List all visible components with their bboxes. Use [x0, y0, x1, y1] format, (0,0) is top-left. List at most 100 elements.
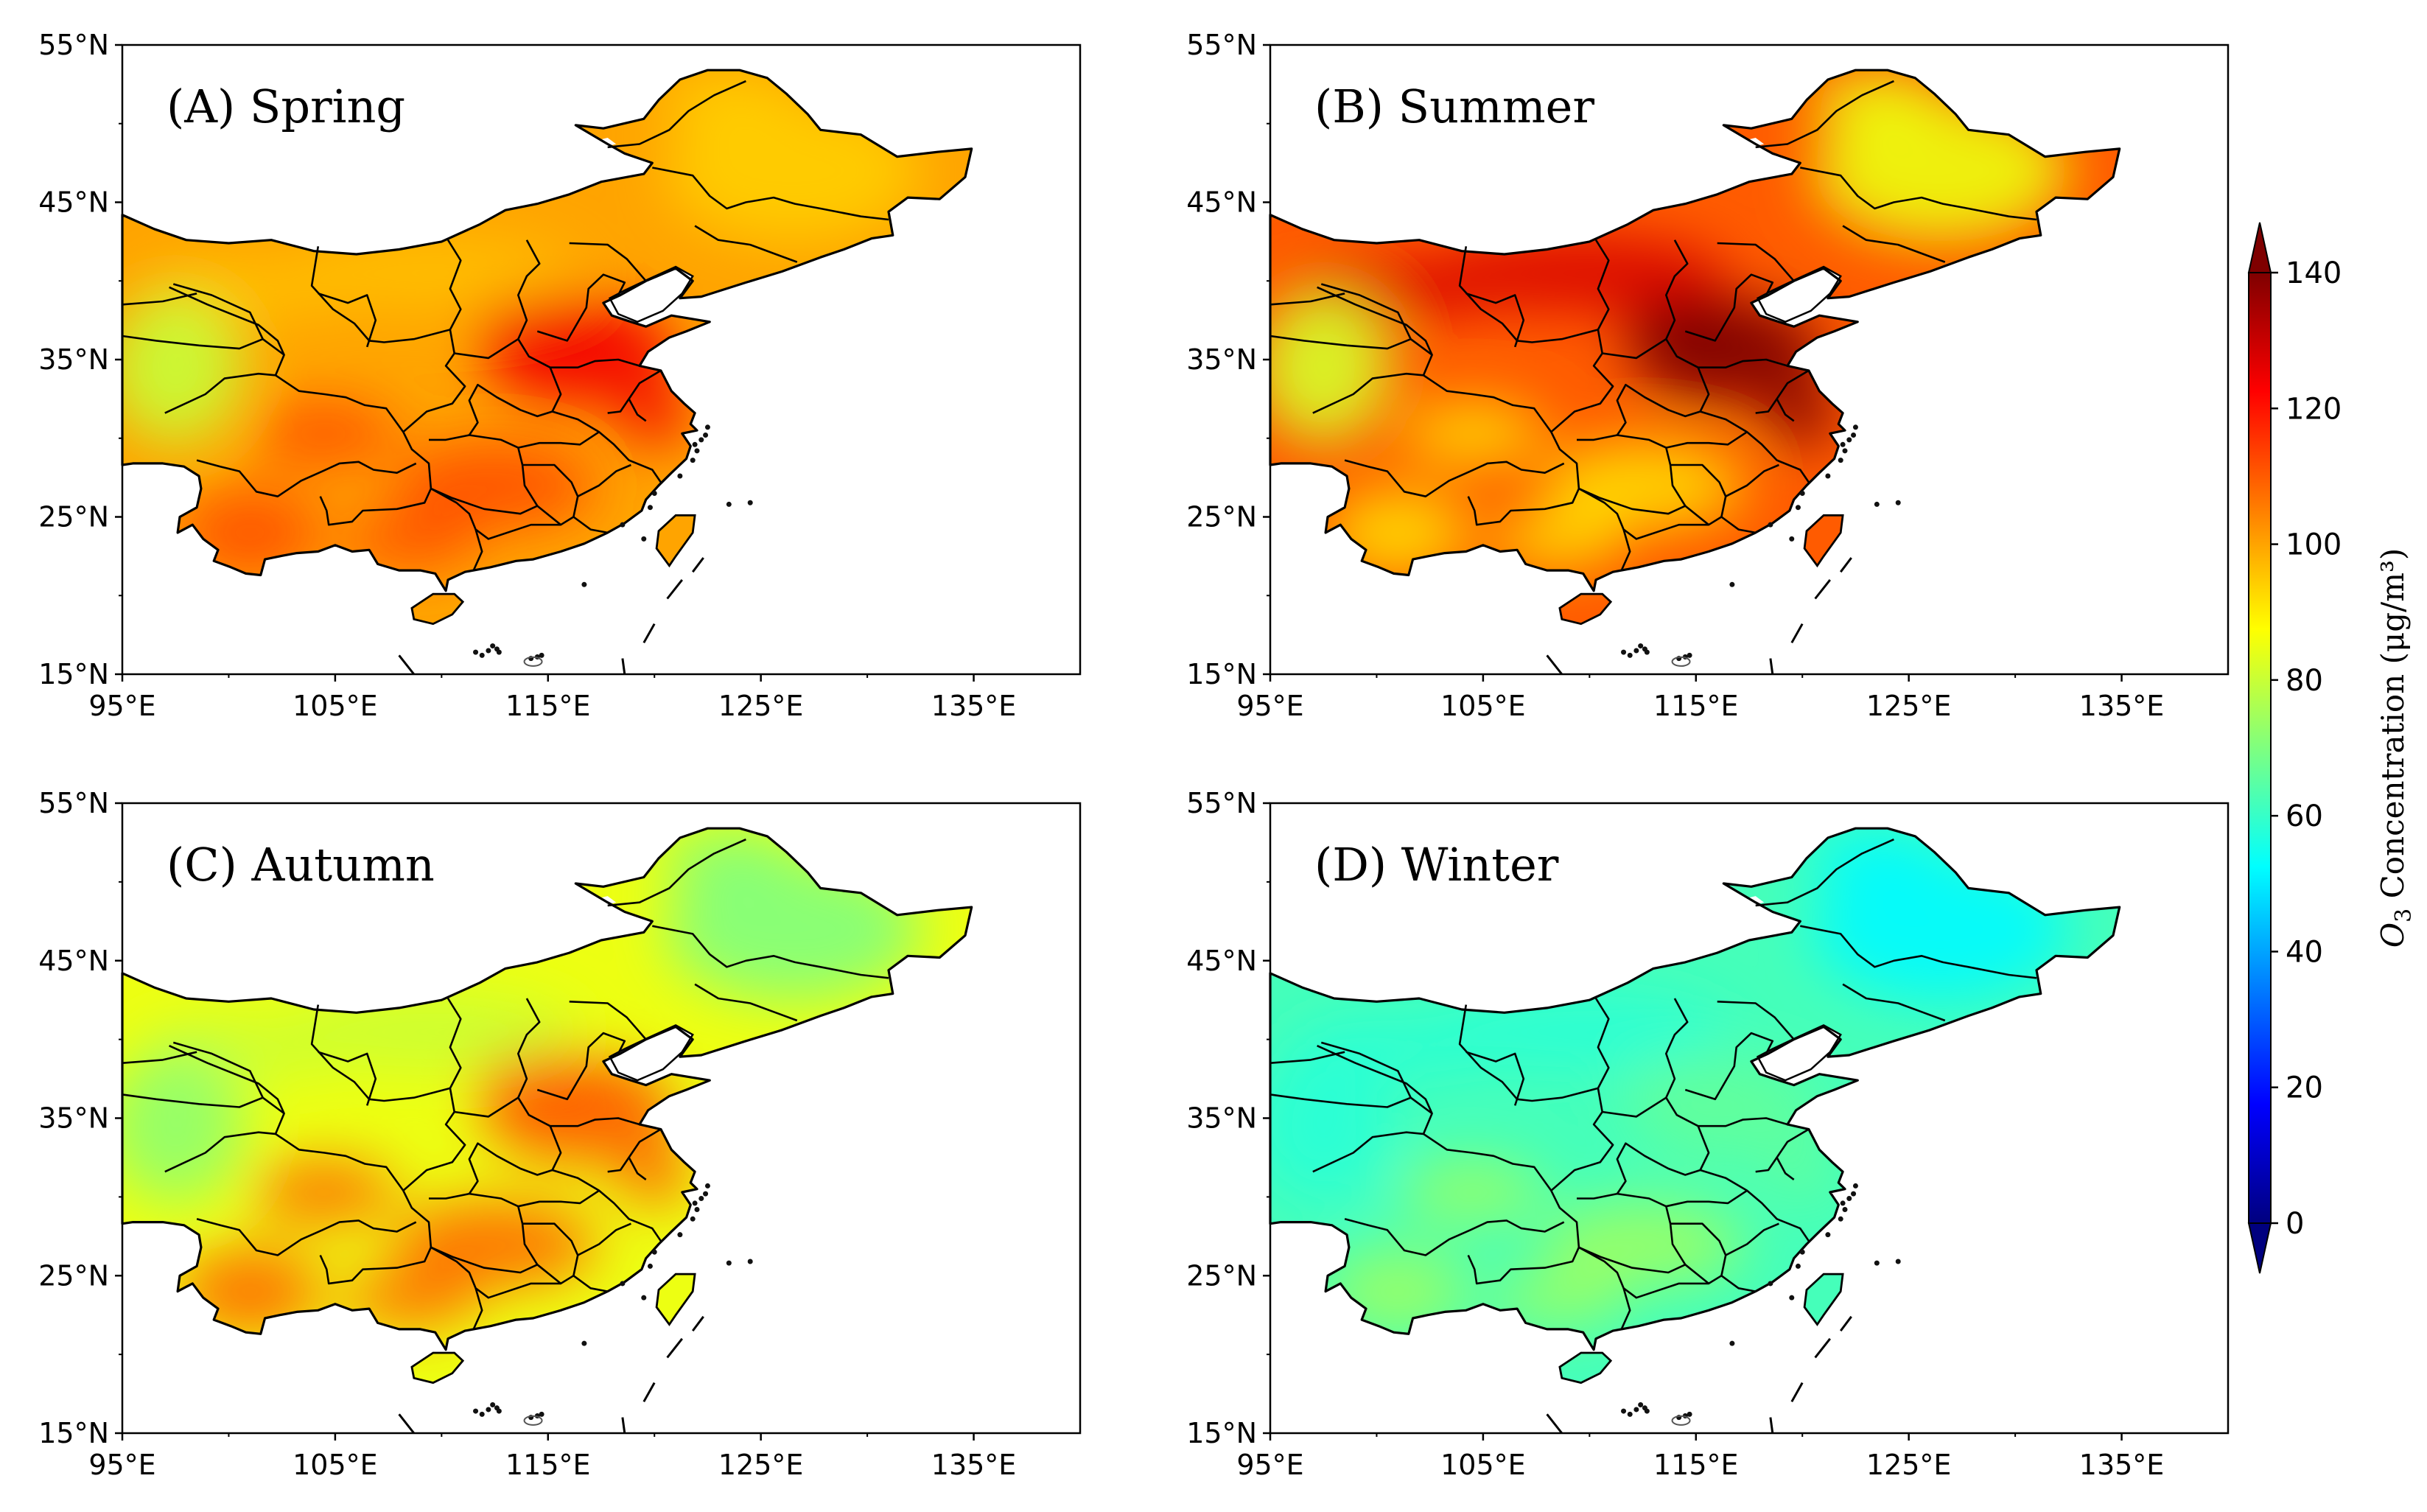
- province-border: [1269, 1051, 1345, 1064]
- island-dot: [1768, 522, 1773, 528]
- colorbar-tick-label: 80: [2286, 664, 2323, 698]
- y-tick-label: 55°N: [1186, 787, 1257, 819]
- ozone-region-northeast: [1808, 830, 1945, 887]
- y-tick-label: 15°N: [38, 658, 109, 690]
- province-border: [1842, 225, 1946, 263]
- island-dot: [539, 1411, 544, 1417]
- province-border: [429, 434, 539, 515]
- nine-dash-line-segment: [642, 1382, 656, 1403]
- x-tick-label: 125°E: [1866, 1449, 1952, 1481]
- province-border: [318, 293, 377, 348]
- province-border: [1665, 998, 1788, 1127]
- nine-dash-line-segment: [398, 654, 415, 675]
- x-tick-label: 125°E: [718, 690, 804, 722]
- y-tick-label: 15°N: [38, 1417, 109, 1449]
- ozone-region-northeast: [665, 858, 921, 1001]
- nine-dash-line-segment: [1840, 1315, 1852, 1332]
- province-border: [1458, 1004, 1599, 1102]
- map-panel-D: 95°E 105°E 115°E 125°E 135°E 15°N 25°N 35°N 45°N…: [1186, 787, 2230, 1481]
- province-border: [1720, 1275, 1756, 1292]
- panel-title-D: (D) Winter: [1314, 838, 1559, 892]
- province-border: [518, 1189, 600, 1208]
- island-dot: [1895, 1259, 1901, 1264]
- province-border: [1602, 1096, 1667, 1118]
- x-tick-label: 115°E: [1653, 690, 1739, 722]
- y-tick-label: 25°N: [38, 501, 109, 533]
- x-tick-label: 135°E: [931, 1449, 1017, 1481]
- taiwan-outline: [1803, 514, 1844, 568]
- ozone-region-northeast: [1813, 858, 2069, 1001]
- province-border: [1622, 1282, 1709, 1299]
- x-tick-label: 135°E: [2079, 1449, 2165, 1481]
- province-border: [1665, 239, 1788, 368]
- island-dot: [496, 649, 502, 655]
- colorbar-gradient: [2249, 273, 2271, 1223]
- province-border: [1550, 998, 1631, 1330]
- province-border: [318, 1051, 377, 1106]
- island-dot: [479, 652, 485, 658]
- island-dot: [1874, 1260, 1880, 1266]
- island-dot: [647, 1263, 653, 1269]
- ozone-region-south: [1489, 1270, 1626, 1328]
- island-dot: [490, 643, 496, 649]
- island-dot: [1838, 1216, 1843, 1222]
- province-border: [1616, 1142, 1701, 1194]
- province-border: [454, 338, 519, 360]
- island-dot: [1846, 1196, 1852, 1202]
- colorbar-tick-label: 100: [2286, 528, 2342, 562]
- island-dot: [473, 649, 479, 655]
- island-dot: [694, 1206, 700, 1212]
- island-dot: [581, 581, 587, 587]
- island-dot: [486, 648, 491, 654]
- island-dot: [1825, 1232, 1831, 1238]
- nine-dash-line-segment: [1546, 654, 1563, 675]
- hainan-outline: [1558, 1351, 1613, 1385]
- island-dot: [539, 652, 544, 658]
- province-border: [474, 1282, 561, 1299]
- ozone-region-west: [122, 292, 244, 444]
- island-dot: [1799, 1249, 1805, 1255]
- x-tick-label: 125°E: [1866, 690, 1952, 722]
- island-dot: [486, 1407, 491, 1413]
- province-border: [1467, 1247, 1580, 1285]
- island-dot: [641, 1295, 647, 1301]
- atoll-outline: [523, 1415, 543, 1426]
- island-dot: [692, 441, 698, 447]
- province-border: [122, 1093, 264, 1108]
- colorbar-tick-label: 20: [2286, 1071, 2323, 1105]
- province-border: [1602, 338, 1667, 360]
- country-outline: [1269, 827, 2121, 1351]
- island-dot: [1874, 501, 1880, 507]
- island-dot: [651, 1249, 657, 1255]
- province-border: [1458, 246, 1599, 343]
- country-outline: [121, 69, 973, 592]
- colorbar-tick-label: 60: [2286, 799, 2323, 833]
- island-dot: [1838, 458, 1843, 463]
- panel-title-B: (B) Summer: [1314, 80, 1594, 133]
- ozone-region-south: [252, 402, 397, 466]
- colorbar: 0 20 40 60 80 100 120 140 O3 Concentration (μg/m…: [2247, 222, 2417, 1274]
- island-dot: [692, 1200, 698, 1206]
- panel-title-A: (A) Spring: [167, 80, 405, 133]
- nine-dash-line-segment: [666, 1337, 683, 1359]
- province-border: [1755, 369, 1810, 414]
- island-dot: [726, 1260, 732, 1266]
- island-dot: [1768, 1281, 1773, 1287]
- y-tick-label: 25°N: [1186, 501, 1257, 533]
- taiwan-outline: [1803, 1273, 1844, 1326]
- island-dot: [703, 432, 709, 438]
- colorbar-tick-label: 40: [2286, 935, 2323, 969]
- atoll-outline: [523, 656, 543, 667]
- province-border: [1666, 431, 1748, 449]
- x-tick-label: 135°E: [931, 690, 1017, 722]
- island-dot: [1627, 1411, 1633, 1417]
- province-border: [1312, 1131, 1424, 1173]
- colorbar-label: O3 Concentration (μg/m³): [2375, 548, 2417, 948]
- hulun-lake: [588, 138, 617, 149]
- island-dot: [1851, 1191, 1857, 1197]
- province-border: [122, 1051, 197, 1064]
- ozone-region-northeast: [660, 830, 797, 887]
- island-dot: [1627, 652, 1633, 658]
- island-dot: [1633, 1407, 1639, 1413]
- nine-dash-line-segment: [1814, 578, 1831, 600]
